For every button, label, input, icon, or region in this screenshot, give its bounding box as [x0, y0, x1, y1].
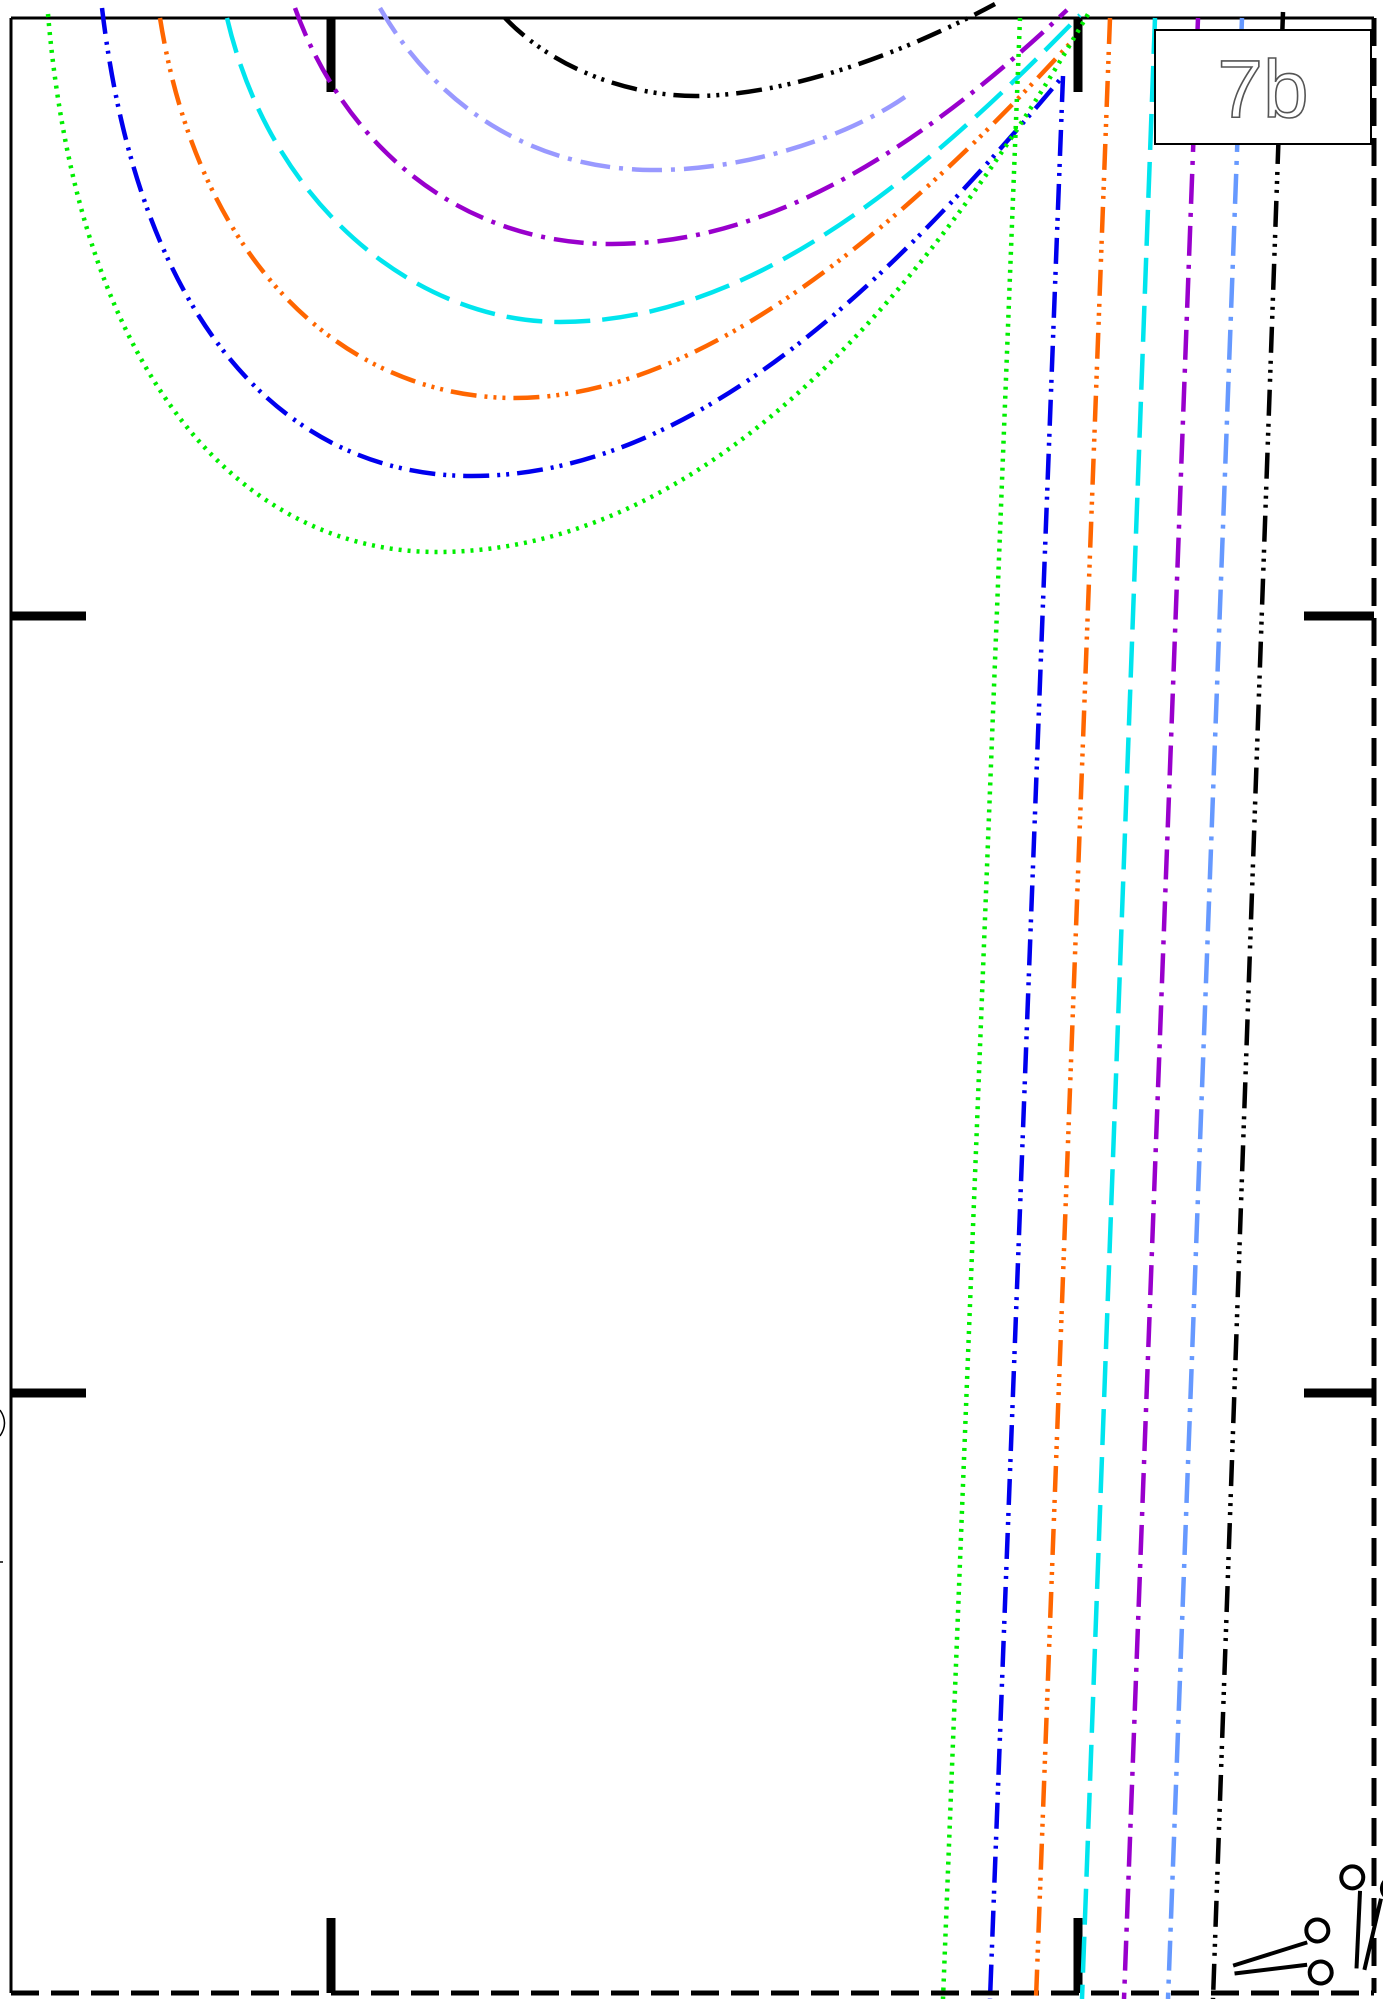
clipped-edge-arc	[0, 1409, 6, 1437]
armhole-curves	[45, 2, 1090, 555]
alignment-marks	[11, 18, 1374, 1993]
page-label-box	[1154, 29, 1372, 145]
side-seam-green	[940, 17, 1023, 1999]
clipped-edge-mark	[0, 1409, 6, 1563]
scissors-icon	[1232, 1917, 1334, 1986]
armhole-curve-cyan	[224, 13, 1082, 325]
side-seam-blue	[987, 75, 1066, 1999]
side-seam-purple	[1121, 17, 1201, 1999]
scissors-icon	[1339, 1864, 1383, 1971]
armhole-curve-periwinkle	[378, 6, 907, 173]
side-seam-cyan	[1079, 17, 1158, 1999]
scissors-blade-top	[1354, 1890, 1363, 1969]
scissors-blade-top	[1232, 1940, 1308, 1968]
side-seam-orange	[1033, 17, 1113, 1999]
scissors-blade-bottom	[1234, 1962, 1308, 1976]
armhole-curve-black	[503, 2, 997, 99]
scissors-handle-top	[1304, 1917, 1331, 1944]
armhole-curve-green	[45, 12, 1090, 555]
sheet-border	[9, 16, 1377, 1996]
page-label: 7b	[1154, 29, 1372, 145]
page-label-text: 7b	[1217, 44, 1308, 135]
scissors-handle-bottom	[1379, 1875, 1383, 1902]
armhole-curve-blue	[99, 7, 1065, 479]
scissors-handle-bottom	[1307, 1959, 1334, 1986]
scissors-handle-top	[1339, 1864, 1366, 1891]
side-seam-lines	[940, 11, 1286, 1999]
side-seam-cornflower	[1165, 17, 1245, 1999]
armhole-curve-purple	[292, 7, 1069, 247]
side-seam-black	[1210, 11, 1286, 1999]
scissors-blade-bottom	[1362, 1898, 1383, 1971]
armhole-curve-orange	[157, 17, 1075, 401]
